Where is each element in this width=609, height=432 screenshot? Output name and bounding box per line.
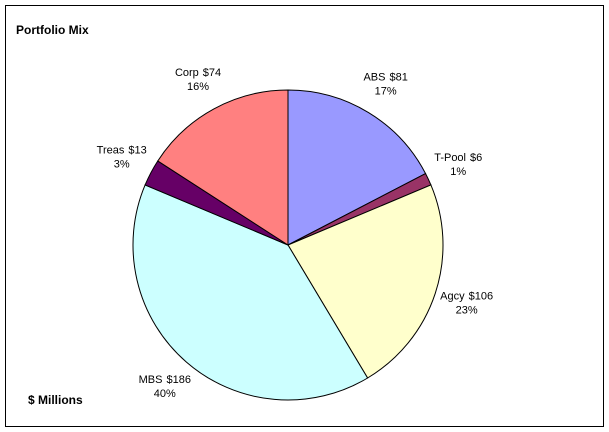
unit-label: $ Millions <box>28 393 83 407</box>
value-label: $74 <box>203 67 221 79</box>
category-label: Agcy <box>440 291 465 303</box>
category-label: Treas <box>97 144 125 156</box>
percent-label: 40% <box>154 388 176 400</box>
slice-label: T-Pool $6 <box>434 152 482 164</box>
value-label: $6 <box>470 152 482 164</box>
value-label: $13 <box>128 144 146 156</box>
chart-title: Portfolio Mix <box>16 23 89 37</box>
category-label: T-Pool <box>434 152 466 164</box>
percent-label: 23% <box>456 305 478 317</box>
percent-label: 16% <box>187 81 209 93</box>
category-label: MBS <box>139 374 163 386</box>
value-label: $106 <box>469 291 493 303</box>
pie-slice <box>132 184 369 401</box>
category-label: ABS <box>363 71 385 83</box>
percent-label: 1% <box>450 166 466 178</box>
percent-label: 3% <box>114 158 130 170</box>
slice-label: ABS $81 <box>363 71 407 83</box>
value-label: $186 <box>166 374 190 386</box>
pie-slice <box>287 89 427 246</box>
pie-slice <box>287 184 444 379</box>
category-label: Corp <box>175 67 199 79</box>
slice-label: Corp $74 <box>175 67 221 79</box>
slice-label: Agcy $106 <box>440 291 493 303</box>
value-label: $81 <box>389 71 407 83</box>
slice-label: Treas $13 <box>97 144 147 156</box>
slice-label: MBS $186 <box>139 374 191 386</box>
pie-slice <box>157 89 289 246</box>
percent-label: 17% <box>375 85 397 97</box>
